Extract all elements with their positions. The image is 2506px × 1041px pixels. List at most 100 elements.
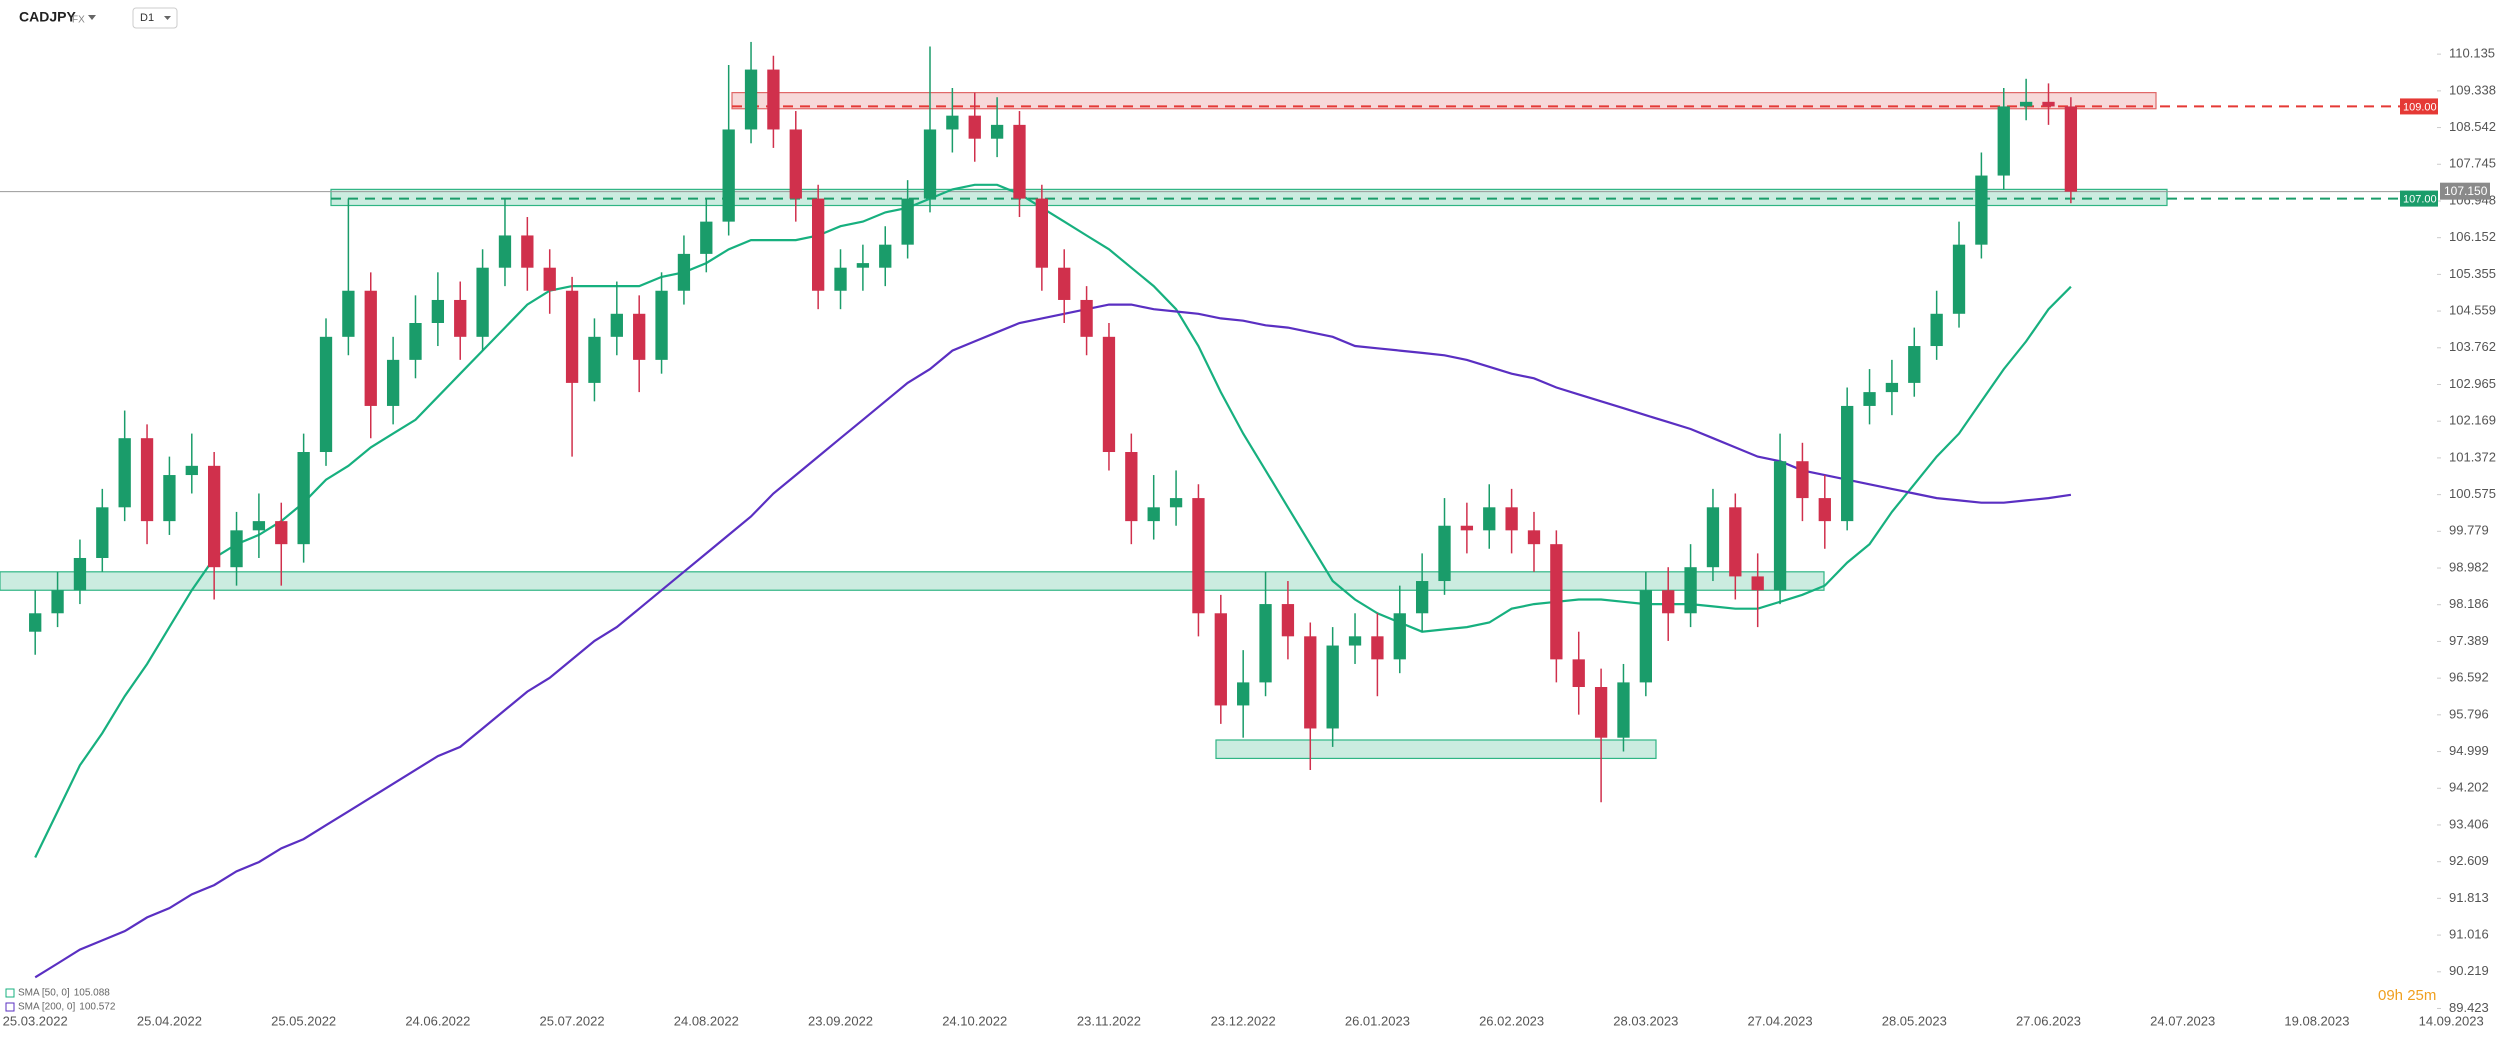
candle-body xyxy=(1818,498,1831,522)
candle-body xyxy=(1706,507,1720,568)
x-tick-label: 24.10.2022 xyxy=(942,1013,1007,1028)
candle-body xyxy=(140,438,154,522)
y-tick-label: 107.745 xyxy=(2449,156,2496,171)
y-tick-label: 89.423 xyxy=(2449,1000,2489,1015)
candle-body xyxy=(208,465,221,568)
candle-body xyxy=(744,69,758,130)
candle-body xyxy=(1550,544,1563,660)
symbol-dropdown-arrow[interactable] xyxy=(88,15,96,20)
candle-body xyxy=(1460,525,1474,531)
candle-body xyxy=(946,115,959,130)
candle-body xyxy=(1773,461,1787,591)
candle-body xyxy=(1438,525,1451,582)
x-tick-label: 25.03.2022 xyxy=(3,1013,68,1028)
candle-body xyxy=(521,235,534,268)
candle-body xyxy=(1147,507,1160,522)
x-tick-label: 25.04.2022 xyxy=(137,1013,202,1028)
candle-body xyxy=(319,336,333,453)
candle-body xyxy=(342,290,355,337)
candle-body xyxy=(96,507,109,558)
candle-body xyxy=(364,290,377,406)
candle-body xyxy=(610,313,623,337)
interval-selector[interactable] xyxy=(132,7,178,29)
candle-body xyxy=(230,530,243,568)
candle-body xyxy=(1729,507,1742,577)
y-tick-label: 97.389 xyxy=(2449,633,2489,648)
candle-body xyxy=(565,290,579,383)
legend-label: SMA [50, 0] xyxy=(18,988,70,999)
candle-body xyxy=(1169,498,1183,508)
candle-body xyxy=(1415,581,1429,614)
x-tick-label: 23.12.2022 xyxy=(1211,1013,1276,1028)
y-tick-label: 106.152 xyxy=(2449,229,2496,244)
candle-body xyxy=(1393,613,1406,660)
x-tick-label: 25.07.2022 xyxy=(540,1013,605,1028)
zone xyxy=(731,92,2157,110)
candle-body xyxy=(1863,392,1876,406)
candle-body xyxy=(1259,604,1272,683)
legend-label: SMA [200, 0] xyxy=(18,1002,75,1013)
candle-body xyxy=(1080,299,1093,337)
candle-body xyxy=(476,267,489,337)
y-tick-label: 102.169 xyxy=(2449,413,2496,428)
y-tick-label: 103.762 xyxy=(2449,339,2496,354)
candle-body xyxy=(51,590,64,614)
countdown: 09h 25m xyxy=(2378,987,2436,1004)
candle-body xyxy=(498,235,512,268)
symbol[interactable]: CADJPY xyxy=(19,9,76,25)
level-label-box xyxy=(2400,190,2438,207)
candle-body xyxy=(543,267,556,291)
sma-line xyxy=(34,303,2072,979)
y-tick-label: 102.965 xyxy=(2449,376,2496,391)
candle-body xyxy=(1058,267,1071,300)
y-tick-label: 91.016 xyxy=(2449,927,2489,942)
x-tick-label: 28.03.2023 xyxy=(1613,1013,1678,1028)
legend-value: 105.088 xyxy=(74,988,111,999)
candle-body xyxy=(2064,106,2078,192)
candle-body xyxy=(431,299,445,323)
last-price-label: 107.150 xyxy=(2444,184,2488,198)
candle-body xyxy=(1192,498,1205,614)
candle-body xyxy=(1997,106,2010,176)
y-tick-label: 105.355 xyxy=(2449,266,2496,281)
market: FX xyxy=(72,15,85,26)
x-tick-label: 23.11.2022 xyxy=(1077,1013,1141,1028)
candle-body xyxy=(588,336,601,383)
candle-body xyxy=(1639,590,1652,683)
candle-body xyxy=(1908,346,1921,383)
candle-body xyxy=(1348,636,1362,646)
candle-body xyxy=(1281,604,1295,637)
candle-body xyxy=(1975,175,1988,245)
y-tick-label: 96.592 xyxy=(2449,670,2489,685)
level-label: 109.00 xyxy=(2403,101,2437,113)
interval-dropdown-arrow xyxy=(164,16,171,20)
x-tick-label: 24.08.2022 xyxy=(674,1013,739,1028)
y-tick-label: 108.542 xyxy=(2449,119,2496,134)
candle-body xyxy=(834,267,847,291)
y-tick-label: 90.219 xyxy=(2449,963,2489,978)
x-tick-label: 23.09.2022 xyxy=(808,1013,873,1028)
legend-swatch xyxy=(5,1002,15,1012)
x-tick-label: 26.01.2023 xyxy=(1345,1013,1410,1028)
zone xyxy=(1215,739,1657,760)
candle-body xyxy=(901,198,914,245)
x-tick-label: 27.04.2023 xyxy=(1748,1013,1813,1028)
candle-body xyxy=(185,465,198,476)
candle-body xyxy=(1237,682,1250,706)
candle-body xyxy=(73,557,87,591)
candle-body xyxy=(1796,461,1809,499)
y-tick-label: 100.575 xyxy=(2449,486,2496,501)
candle-body xyxy=(1617,682,1630,738)
x-tick-label: 24.07.2023 xyxy=(2150,1013,2215,1028)
candle-body xyxy=(2019,101,2033,107)
candle-body xyxy=(811,198,825,291)
y-tick-label: 91.813 xyxy=(2449,890,2489,905)
candle-body xyxy=(409,322,422,360)
candle-body xyxy=(29,613,42,632)
y-tick-label: 94.999 xyxy=(2449,743,2489,758)
candle-body xyxy=(1952,244,1966,314)
candle-body xyxy=(1013,124,1026,199)
candle-body xyxy=(1214,613,1227,706)
